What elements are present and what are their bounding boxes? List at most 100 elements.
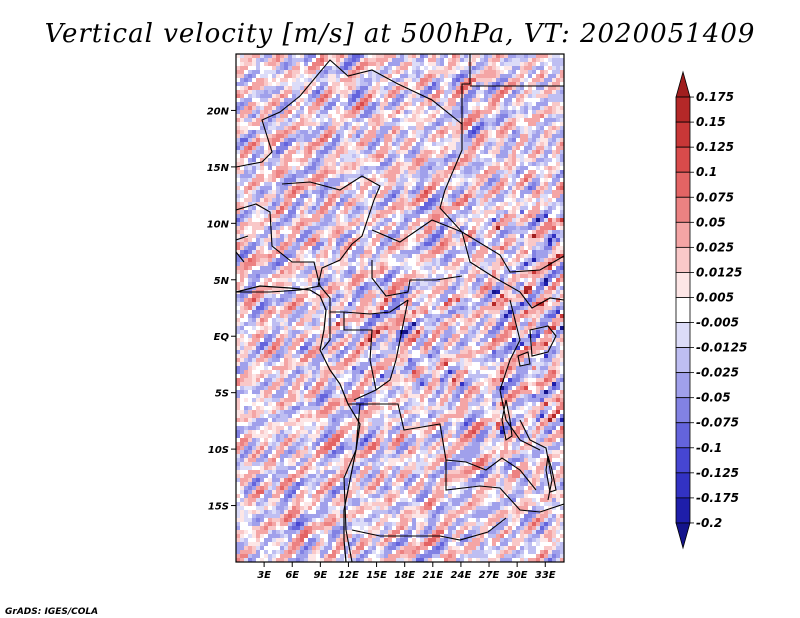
field-cell (388, 54, 392, 58)
field-cell (500, 194, 504, 198)
field-cell (292, 150, 296, 154)
field-cell (292, 62, 296, 66)
field-cell (284, 118, 288, 122)
field-cell (364, 58, 368, 62)
field-cell (460, 254, 464, 258)
field-cell (328, 166, 332, 170)
field-cell (308, 290, 312, 294)
field-cell (340, 142, 344, 146)
field-cell (444, 166, 448, 170)
field-cell (560, 270, 564, 274)
field-cell (464, 142, 468, 146)
field-cell (244, 146, 248, 150)
field-cell (428, 74, 432, 78)
field-cell (320, 270, 324, 274)
field-cell (268, 94, 272, 98)
field-cell (392, 78, 396, 82)
field-cell (464, 250, 468, 254)
field-cell (504, 290, 508, 294)
field-cell (416, 258, 420, 262)
field-cell (456, 218, 460, 222)
field-cell (492, 82, 496, 86)
field-cell (496, 154, 500, 158)
field-cell (352, 210, 356, 214)
field-cell (480, 234, 484, 238)
field-cell (240, 82, 244, 86)
field-cell (404, 190, 408, 194)
field-cell (368, 78, 372, 82)
field-cell (412, 142, 416, 146)
field-cell (536, 210, 540, 214)
field-cell (360, 94, 364, 98)
field-cell (404, 82, 408, 86)
field-cell (292, 206, 296, 210)
field-cell (272, 234, 276, 238)
field-cell (512, 162, 516, 166)
field-cell (444, 210, 448, 214)
field-cell (236, 198, 240, 202)
field-cell (520, 118, 524, 122)
field-cell (360, 158, 364, 162)
field-cell (312, 146, 316, 150)
field-cell (300, 122, 304, 126)
field-cell (524, 102, 528, 106)
field-cell (356, 250, 360, 254)
field-cell (420, 262, 424, 266)
field-cell (408, 74, 412, 78)
field-cell (356, 70, 360, 74)
field-cell (508, 254, 512, 258)
field-cell (456, 202, 460, 206)
field-cell (356, 142, 360, 146)
field-cell (296, 82, 300, 86)
field-cell (444, 282, 448, 286)
field-cell (312, 274, 316, 278)
field-cell (304, 94, 308, 98)
field-cell (552, 286, 556, 290)
field-cell (288, 182, 292, 186)
field-cell (296, 190, 300, 194)
field-cell (508, 278, 512, 282)
field-cell (320, 194, 324, 198)
field-cell (308, 262, 312, 266)
field-cell (344, 294, 348, 298)
field-cell (392, 246, 396, 250)
field-cell (508, 182, 512, 186)
field-cell (416, 78, 420, 82)
field-cell (336, 78, 340, 82)
field-cell (356, 134, 360, 138)
field-cell (340, 114, 344, 118)
field-cell (324, 70, 328, 74)
field-cell (316, 294, 320, 298)
field-cell (324, 146, 328, 150)
field-cell (548, 258, 552, 262)
field-cell (448, 62, 452, 66)
field-cell (416, 134, 420, 138)
field-cell (296, 170, 300, 174)
field-cell (404, 106, 408, 110)
field-cell (436, 226, 440, 230)
field-cell (560, 254, 564, 258)
field-cell (452, 230, 456, 234)
field-cell (344, 242, 348, 246)
field-cell (460, 190, 464, 194)
field-cell (412, 62, 416, 66)
field-cell (384, 290, 388, 294)
field-cell (484, 110, 488, 114)
field-cell (344, 90, 348, 94)
field-cell (296, 270, 300, 274)
field-cell (552, 74, 556, 78)
field-cell (284, 102, 288, 106)
field-cell (292, 214, 296, 218)
field-cell (508, 238, 512, 242)
field-cell (504, 162, 508, 166)
field-cell (236, 150, 240, 154)
field-cell (528, 158, 532, 162)
field-cell (420, 242, 424, 246)
field-cell (444, 78, 448, 82)
field-cell (504, 138, 508, 142)
field-cell (436, 78, 440, 82)
field-cell (412, 250, 416, 254)
field-cell (388, 166, 392, 170)
field-cell (288, 138, 292, 142)
field-cell (532, 90, 536, 94)
